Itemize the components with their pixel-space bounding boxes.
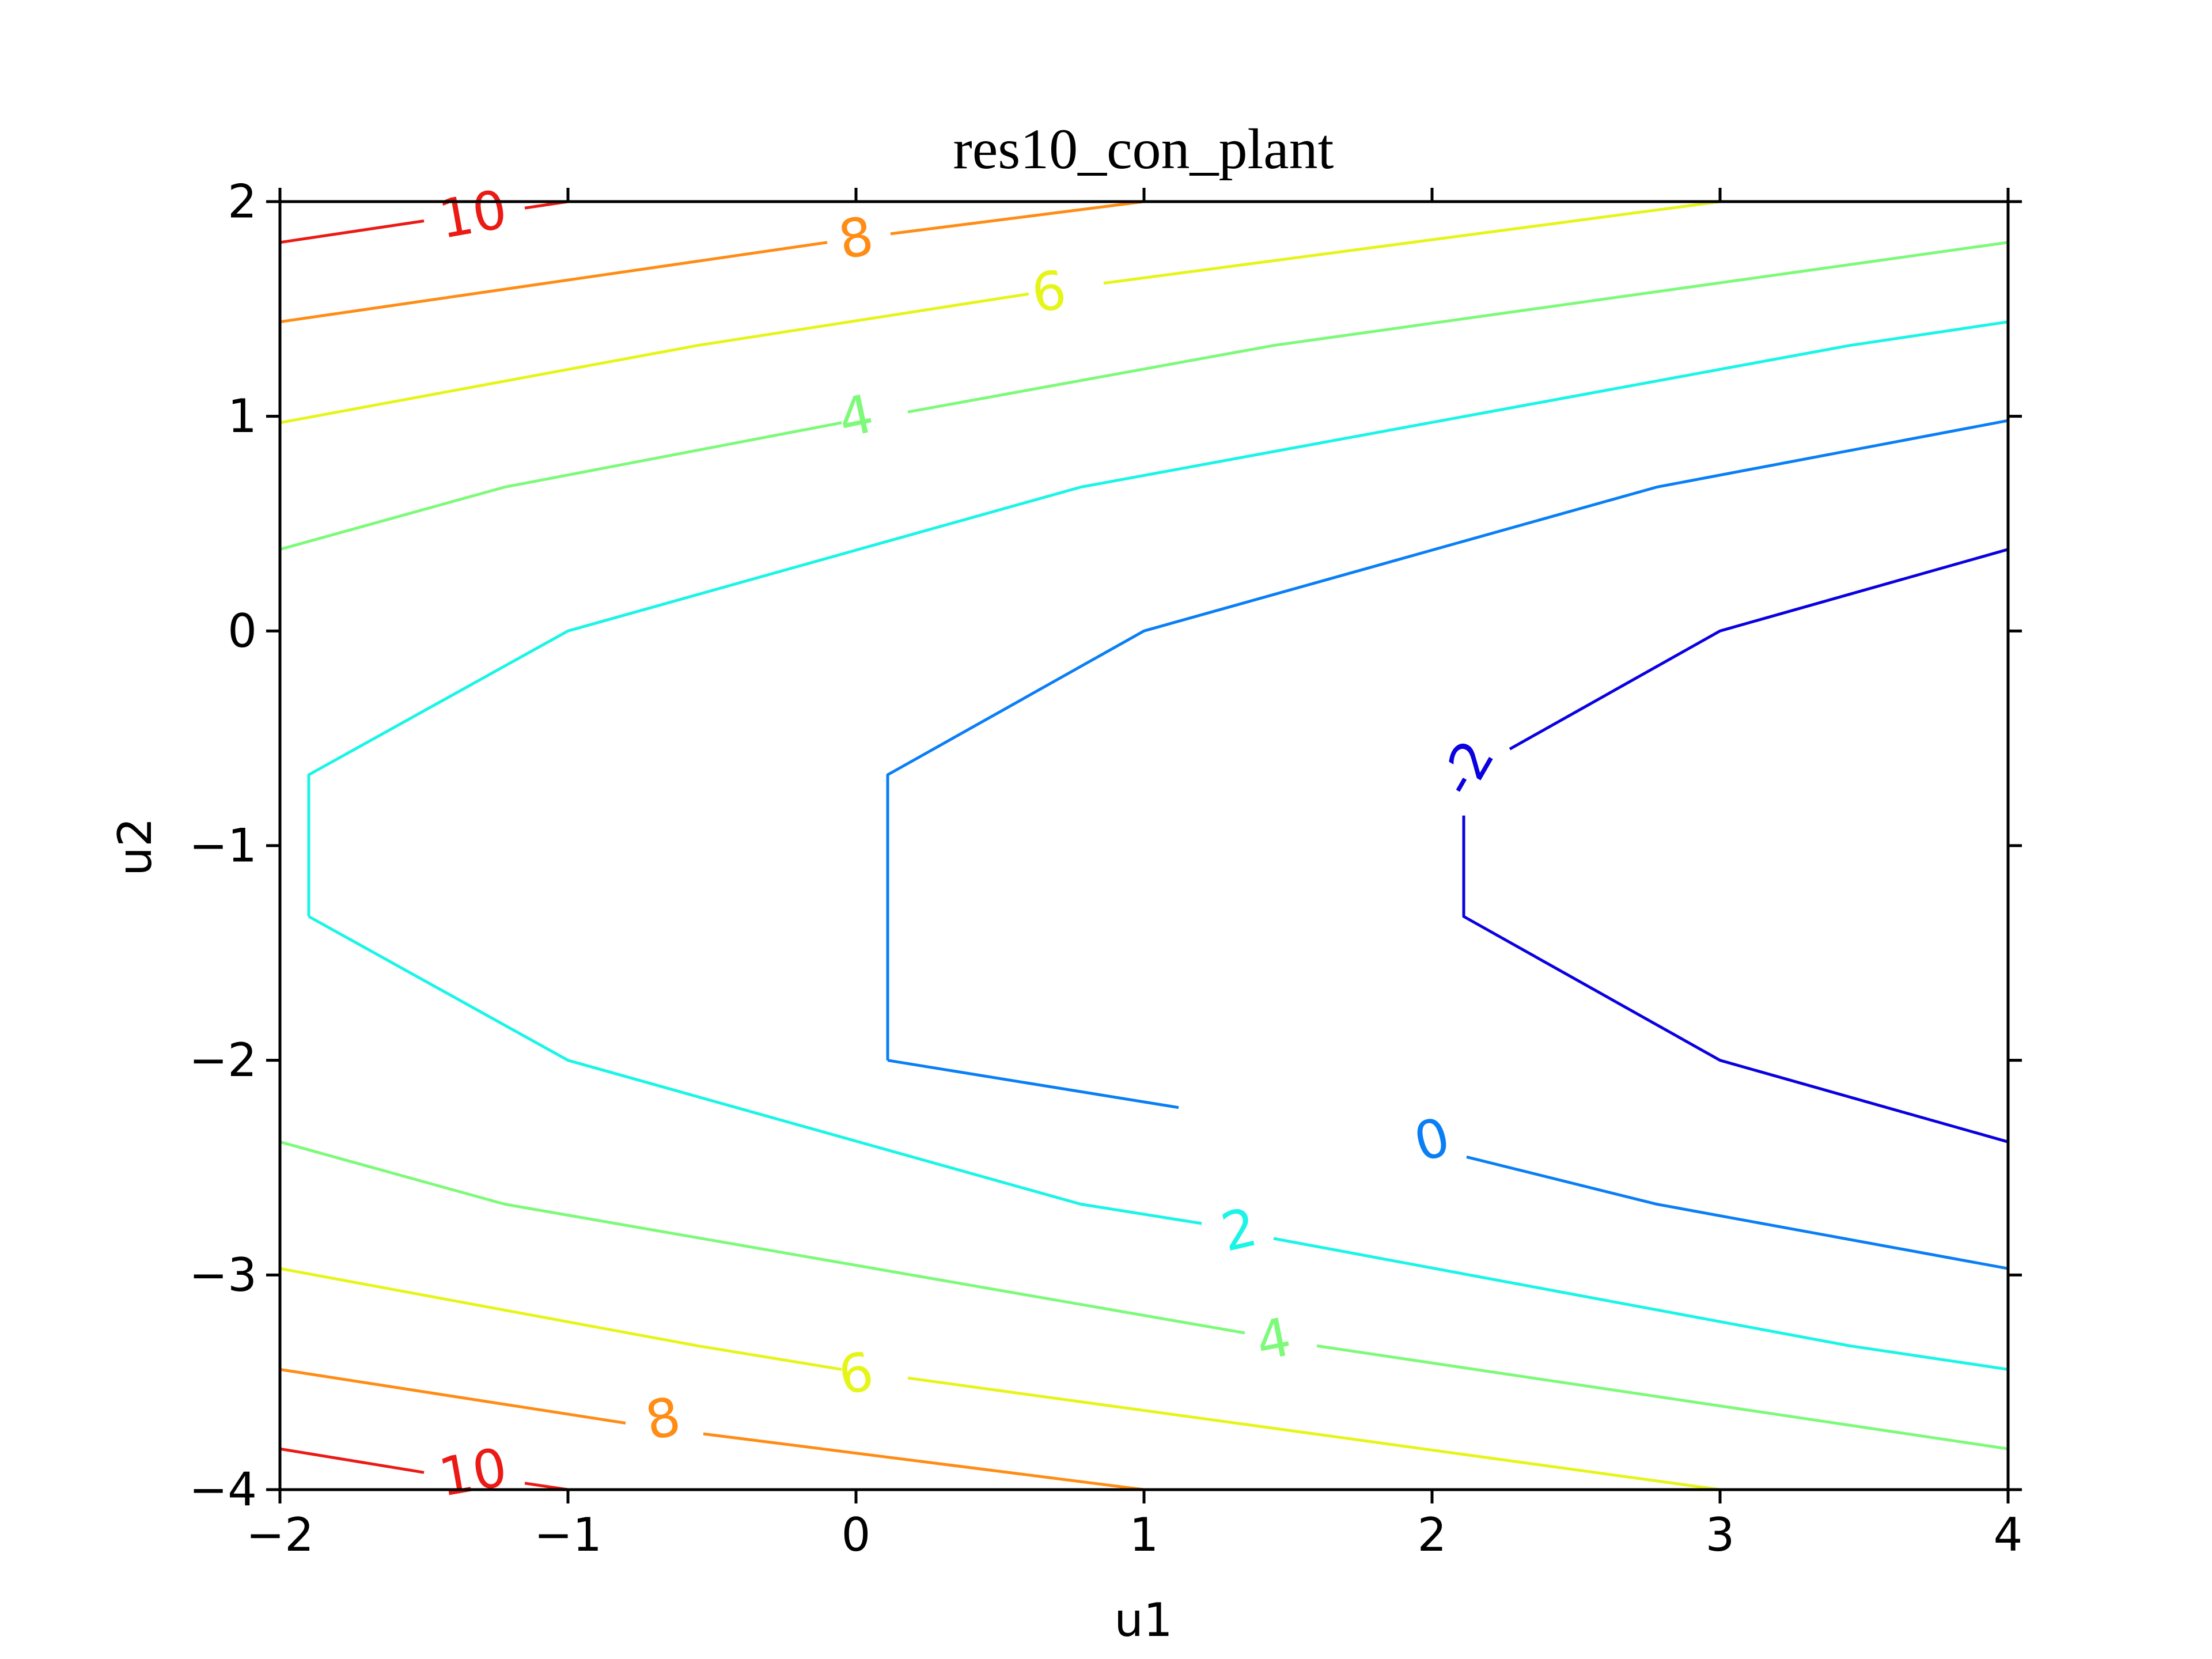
x-tick-label: −1 <box>534 1508 602 1562</box>
contour-line-6-2 <box>279 292 1029 425</box>
contour-line--2-0 <box>1462 815 2009 1143</box>
x-tick-label: −2 <box>246 1508 314 1562</box>
contour-layer: -2 0 2 4 4 6 6 8 8 10 10 <box>279 179 2009 1509</box>
y-tick-label: −1 <box>189 819 257 873</box>
contour-label-8-0: 8 <box>641 1385 685 1452</box>
contour-line-4-2 <box>279 421 842 551</box>
contour-line-2-0 <box>308 915 1202 1225</box>
contour-line-2-1 <box>1273 1237 2009 1371</box>
contour-line-8-0 <box>279 1368 626 1425</box>
x-tick-label: 2 <box>1418 1508 1447 1562</box>
x-axis-label: u1 <box>1114 1593 1173 1647</box>
contour-line-8-1 <box>703 1432 1145 1491</box>
contour-line-8-3 <box>890 200 1145 236</box>
tick-layer: −2 −1 0 1 2 3 4 −4 −3 −2 −1 0 1 2 <box>189 175 2022 1562</box>
contour-label-4-0: 4 <box>1251 1306 1296 1373</box>
contour-line-10-2 <box>279 219 425 244</box>
contour-line-6-1 <box>907 1376 1721 1491</box>
contour-line-2-2 <box>307 320 2009 916</box>
contour-line-0-1 <box>1466 1155 2009 1270</box>
chart-title: res10_con_plant <box>953 117 1334 181</box>
contour-line--2-1 <box>1509 548 2009 751</box>
plot-frame <box>278 200 2010 1491</box>
contour-label-6-0: 6 <box>834 1340 878 1407</box>
contour-label-8-1: 8 <box>834 205 878 272</box>
y-tick-label: 2 <box>228 175 257 229</box>
contour-line-4-0 <box>279 1140 1245 1335</box>
contour-label--2-0: -2 <box>1427 730 1507 806</box>
contour-line-0-0 <box>887 1059 1179 1109</box>
y-axis-label: u2 <box>108 817 162 876</box>
y-tick-label: 0 <box>228 604 257 658</box>
contour-line-4-3 <box>907 241 2009 414</box>
contour-label-10-0: 10 <box>434 1436 512 1509</box>
y-tick-label: −3 <box>189 1248 257 1302</box>
contour-line-6-0 <box>279 1267 842 1371</box>
contour-line-6-3 <box>1103 200 1721 285</box>
x-tick-label: 3 <box>1706 1508 1735 1562</box>
contour-line-4-1 <box>1316 1344 2009 1450</box>
x-tick-label: 1 <box>1130 1508 1159 1562</box>
contour-line-0-2 <box>886 419 2009 1060</box>
contour-label-4-1: 4 <box>833 382 879 450</box>
y-tick-label: −2 <box>189 1033 257 1087</box>
x-tick-label: 4 <box>1994 1508 2023 1562</box>
contour-label-2-0: 2 <box>1215 1196 1262 1263</box>
contour-line-8-2 <box>279 241 828 324</box>
contour-label-0-0: 0 <box>1408 1105 1456 1174</box>
contour-line-10-0 <box>279 1447 425 1474</box>
y-tick-label: 1 <box>228 389 257 443</box>
contour-label-6-1: 6 <box>1028 259 1071 325</box>
contour-label-10-1: 10 <box>434 179 512 251</box>
y-tick-label: −4 <box>189 1463 257 1517</box>
x-tick-label: 0 <box>842 1508 871 1562</box>
